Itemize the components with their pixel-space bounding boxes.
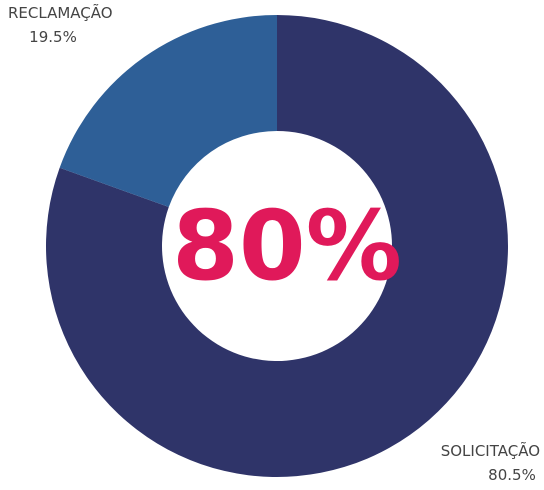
slice	[59, 15, 278, 208]
value-label: 19.5%	[29, 28, 77, 46]
value-label: 80.5%	[488, 466, 536, 484]
category-label: RECLAMAÇÃO	[8, 3, 113, 22]
slices	[45, 15, 508, 478]
slice	[45, 15, 508, 478]
category-label: SOLICITAÇÃO	[441, 441, 540, 460]
center-label: 80%	[172, 190, 402, 302]
